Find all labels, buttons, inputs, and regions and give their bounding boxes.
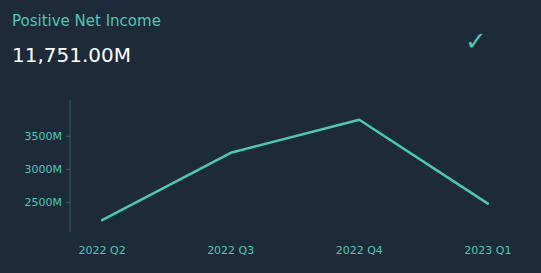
x-tick-label: 2022 Q2 (79, 244, 126, 257)
x-tick-label: 2022 Q3 (207, 244, 254, 257)
background (0, 0, 541, 273)
line (102, 120, 488, 220)
subtitle: 11,751.00M (12, 43, 131, 67)
y-tick (66, 202, 70, 203)
y-tick (66, 169, 70, 170)
y-tick-label: 3000M (25, 163, 63, 176)
chart: Positive Net Income 11,751.00M ✓ 2500M 3000M… (0, 0, 541, 273)
x-tick-label: 2023 Q1 (464, 244, 511, 257)
y-tick-label: 2500M (25, 196, 63, 209)
x-tick-label: 2022 Q4 (336, 244, 383, 257)
y-axis-line (70, 100, 71, 232)
y-tick (66, 136, 70, 137)
plot-area (102, 120, 488, 220)
y-tick-label: 3500M (25, 130, 63, 143)
title: Positive Net Income (12, 12, 161, 30)
annotation: ✓ (465, 26, 487, 56)
